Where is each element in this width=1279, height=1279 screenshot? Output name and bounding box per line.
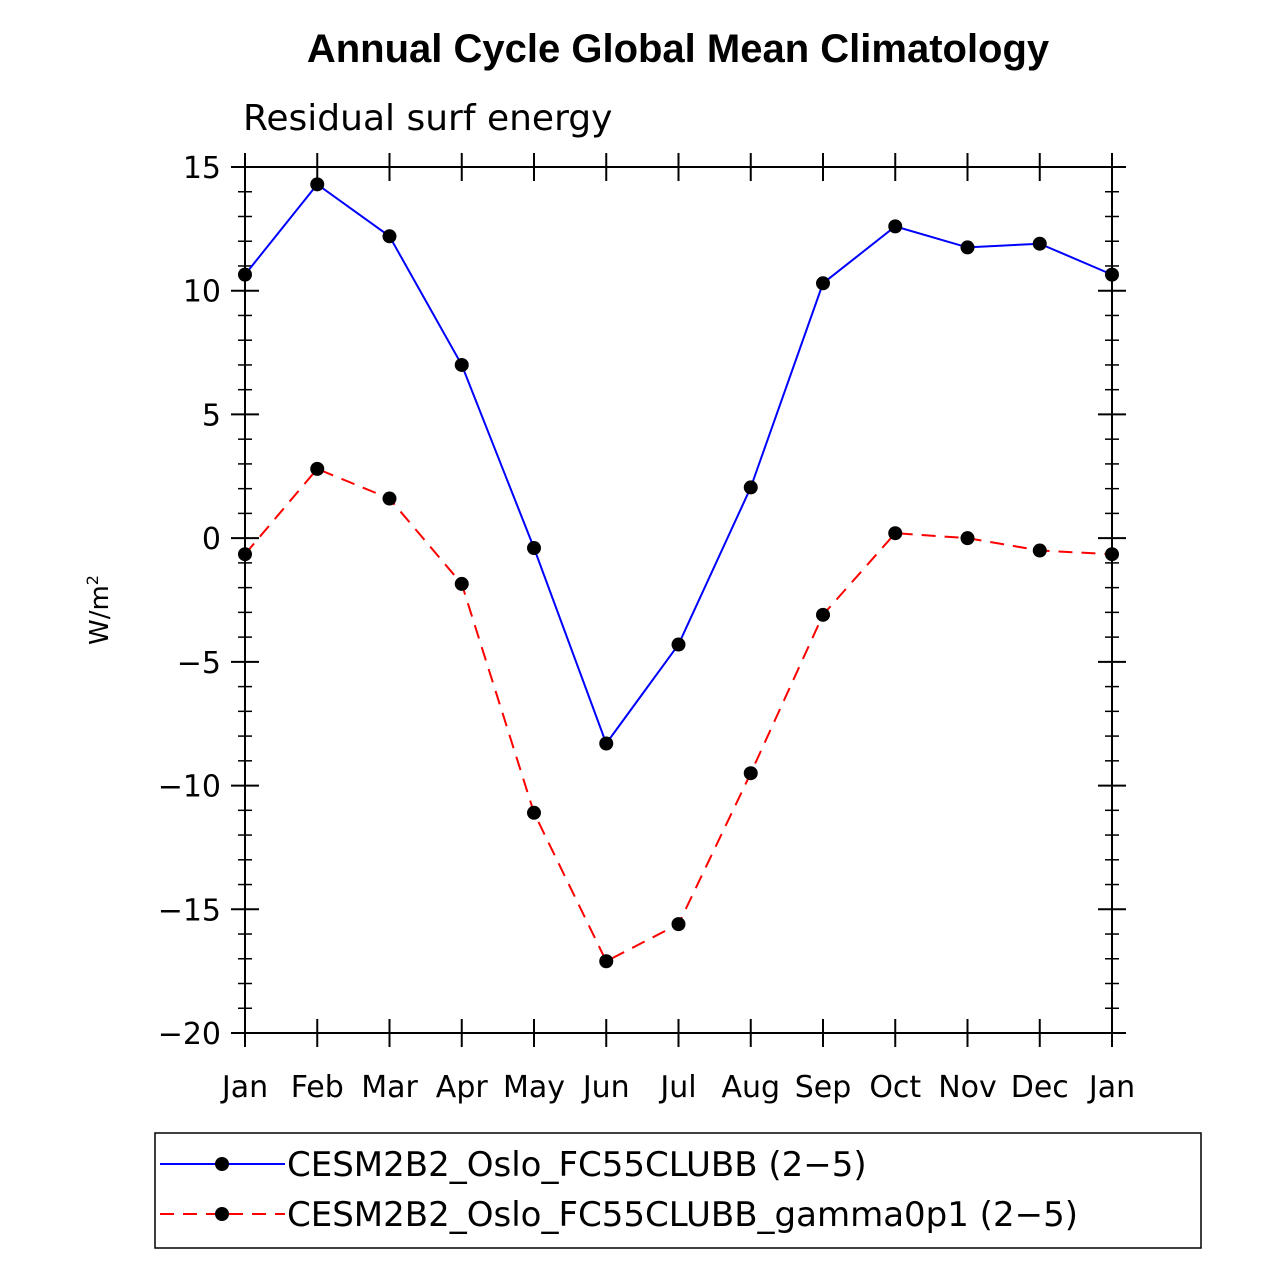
data-point — [382, 229, 397, 244]
y-tick-label: 5 — [202, 398, 221, 433]
data-point — [310, 177, 325, 192]
x-tick-label: Apr — [436, 1070, 489, 1105]
y-tick-label: −20 — [158, 1017, 221, 1052]
x-tick-label: Dec — [1011, 1070, 1069, 1105]
y-tick-label: 15 — [183, 151, 221, 186]
y-tick-label: 0 — [202, 522, 221, 557]
legend-swatch-marker — [215, 1157, 229, 1171]
x-tick-labels: Jan Feb Mar Apr May Jun Jul Aug Sep Oct Nov Dec Jan — [220, 1070, 1135, 1105]
chart-title: Annual Cycle Global Mean Climatology — [307, 27, 1050, 71]
x-tick-label: Jun — [581, 1070, 630, 1105]
y-tick-label: −5 — [177, 646, 221, 681]
y-axis-label: W/m2 — [83, 575, 115, 645]
y-tick-labels: 15 10 5 0 −5 −10 −15 −20 — [158, 151, 221, 1052]
y-tick-label: 10 — [183, 275, 221, 310]
x-tick-label: Jul — [658, 1070, 696, 1105]
legend: CESM2B2_Oslo_FC55CLUBB (2−5) CESM2B2_Oslo… — [154, 1132, 1202, 1249]
data-point — [743, 766, 758, 781]
legend-box — [154, 1132, 1202, 1249]
legend-label: CESM2B2_Oslo_FC55CLUBB (2−5) — [287, 1145, 867, 1185]
y-tick-label: −15 — [158, 893, 221, 928]
data-point — [816, 607, 830, 622]
x-tick-label: Oct — [869, 1070, 921, 1105]
plot-frame — [244, 166, 1113, 1034]
legend-label: CESM2B2_Oslo_FC55CLUBB_gamma0p1 (2−5) — [287, 1195, 1078, 1235]
data-point — [888, 526, 903, 541]
data-point — [599, 736, 614, 751]
chart-subtitle: Residual surf energy — [243, 98, 612, 139]
x-tick-label: Mar — [361, 1070, 418, 1105]
series-1 — [238, 177, 1119, 751]
x-tick-label: May — [503, 1070, 565, 1105]
x-tick-label: Jan — [220, 1070, 268, 1105]
y-axis-label-unit: W/m — [85, 585, 115, 645]
data-point — [310, 461, 325, 476]
data-point — [599, 954, 614, 969]
data-point — [816, 276, 830, 291]
data-point — [1032, 543, 1047, 558]
series-layer — [238, 177, 1119, 969]
x-tick-label: Aug — [721, 1070, 780, 1105]
series-line — [244, 467, 1113, 963]
data-point — [454, 357, 469, 372]
legend-item-1: CESM2B2_Oslo_FC55CLUBB (2−5) — [160, 1145, 867, 1185]
data-point — [454, 576, 469, 591]
legend-swatch-marker — [215, 1207, 229, 1221]
series-2 — [238, 461, 1119, 969]
data-point — [960, 531, 975, 546]
x-tick-label: Sep — [795, 1070, 852, 1105]
data-point — [671, 637, 686, 652]
y-tick-label: −10 — [158, 770, 221, 805]
data-point — [960, 240, 975, 255]
x-tick-label: Nov — [938, 1070, 997, 1105]
x-tick-label: Feb — [291, 1070, 344, 1105]
legend-item-2: CESM2B2_Oslo_FC55CLUBB_gamma0p1 (2−5) — [160, 1195, 1078, 1235]
data-point — [527, 805, 541, 820]
data-point — [382, 491, 397, 506]
y-axis-label-exponent: 2 — [83, 575, 102, 585]
data-point — [743, 480, 758, 495]
data-point — [888, 219, 903, 234]
series-line — [244, 182, 1113, 746]
axis-ticks — [231, 153, 1126, 1047]
data-point — [527, 541, 541, 556]
data-point — [1032, 236, 1047, 251]
data-point — [671, 917, 686, 932]
x-tick-label: Jan — [1087, 1070, 1135, 1105]
